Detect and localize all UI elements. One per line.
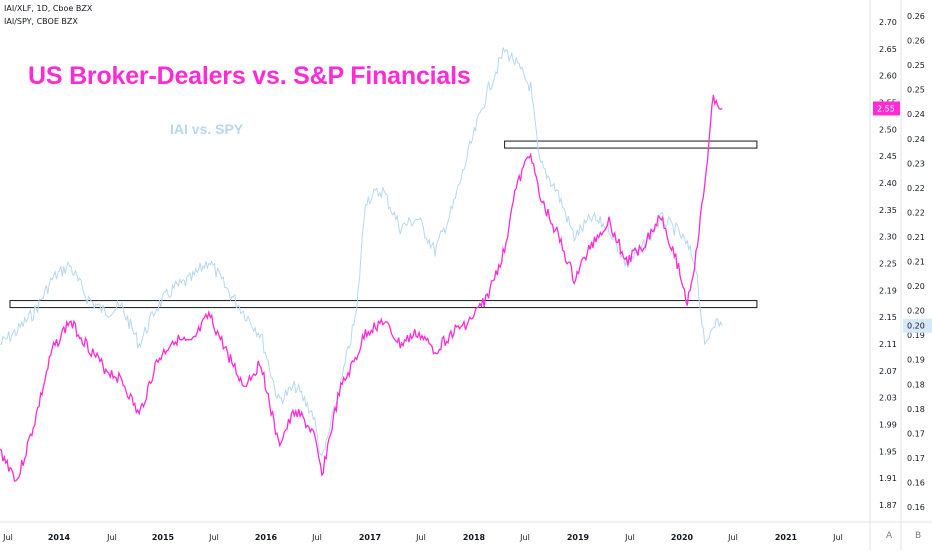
x-tick-label: 2014	[48, 533, 71, 542]
chart-subhead: IAI vs. SPY	[170, 121, 244, 137]
series-line-iai-xlf	[0, 94, 723, 482]
x-tick-label: Jul	[624, 533, 635, 542]
price-axis-label: 2.50	[879, 125, 897, 134]
series-lines	[0, 47, 723, 482]
last-value-label-secondary: 0.20	[907, 322, 925, 331]
last-value-tag-primary	[873, 101, 900, 116]
legend-symbol-primary[interactable]: IAI/XLF, 1D, Cboe BZX	[4, 4, 93, 13]
x-tick-label: Jul	[106, 533, 117, 542]
x-tick-label: Jul	[832, 533, 843, 542]
x-tick-label: 2015	[152, 533, 175, 542]
last-value-tag-secondary	[903, 318, 932, 333]
secondary-axis-label: 0.18	[907, 405, 925, 414]
price-axis-label: 2.15	[879, 313, 897, 322]
x-tick-label: Jul	[208, 533, 219, 542]
secondary-axis-label: 0.16	[907, 503, 925, 512]
annotation-boxes	[9, 140, 758, 309]
price-axis-label: 2.25	[879, 260, 897, 269]
secondary-axis-label: 0.23	[907, 159, 925, 168]
secondary-axis-label: 0.22	[907, 184, 925, 193]
horizontal-zone-box	[504, 140, 758, 149]
secondary-axis-label: 0.26	[907, 12, 925, 21]
secondary-axis-label: 0.17	[907, 429, 925, 438]
price-axis-label: 2.70	[879, 18, 897, 27]
price-axis-label: 1.91	[879, 474, 897, 483]
price-axis-label: 2.40	[879, 179, 897, 188]
log-scale-button[interactable]: B	[915, 531, 922, 541]
last-value-label-primary: 2.55	[877, 104, 895, 113]
secondary-axis-label: 0.18	[907, 380, 925, 389]
x-tick-label: Jul	[727, 533, 738, 542]
price-axis-label: 2.03	[879, 394, 897, 403]
secondary-axis-label: 0.21	[907, 233, 925, 242]
x-tick-label: Jul	[415, 533, 426, 542]
price-axis-label: 1.99	[879, 421, 897, 430]
secondary-axis-label: 0.25	[907, 86, 925, 95]
secondary-axis-label: 0.16	[907, 478, 925, 487]
secondary-axis-label: 0.19	[907, 356, 925, 365]
secondary-axis-label: 0.21	[907, 258, 925, 267]
price-axis-label: 2.45	[879, 152, 897, 161]
x-tick-label: 2016	[255, 533, 278, 542]
secondary-axis-label: 0.24	[907, 110, 925, 119]
price-axis-label: 2.60	[879, 72, 897, 81]
price-axis-label: 2.30	[879, 233, 897, 242]
price-axis-label: 1.95	[879, 447, 897, 456]
series-line-iai-spy	[0, 47, 723, 457]
x-tick-label: 2021	[775, 533, 798, 542]
secondary-axis-label: 0.19	[907, 331, 925, 340]
secondary-axis-label: 0.24	[907, 135, 925, 144]
chart-headline: US Broker-Dealers vs. S&P Financials	[28, 62, 471, 90]
price-axis-label: 2.19	[879, 286, 897, 295]
x-tick-label: 2018	[463, 533, 486, 542]
price-axis-label: 1.87	[879, 501, 897, 510]
secondary-axis-label: 0.26	[907, 37, 925, 46]
secondary-axis-label: 0.17	[907, 454, 925, 463]
x-tick-label: Jul	[311, 533, 322, 542]
horizontal-zone-box	[9, 300, 758, 309]
x-tick-label: 2017	[359, 533, 381, 542]
x-tick-label: 2019	[567, 533, 590, 542]
price-axis-label: 2.11	[879, 340, 897, 349]
legend-symbol-secondary[interactable]: IAI/SPY, CBOE BZX	[4, 17, 78, 26]
secondary-axis-label: 0.20	[907, 307, 925, 316]
x-tick-label: Jul	[519, 533, 530, 542]
secondary-axis-label: 0.20	[907, 282, 925, 291]
auto-scale-button[interactable]: A	[886, 531, 893, 541]
secondary-axis-label: 0.25	[907, 61, 925, 70]
x-tick-label: Jul	[2, 533, 13, 542]
secondary-axis-label: 0.22	[907, 208, 925, 217]
x-tick-label: 2020	[671, 533, 694, 542]
price-axis-label: 2.65	[879, 45, 897, 54]
price-axis-label: 2.07	[879, 367, 897, 376]
price-axis-label: 2.35	[879, 206, 897, 215]
